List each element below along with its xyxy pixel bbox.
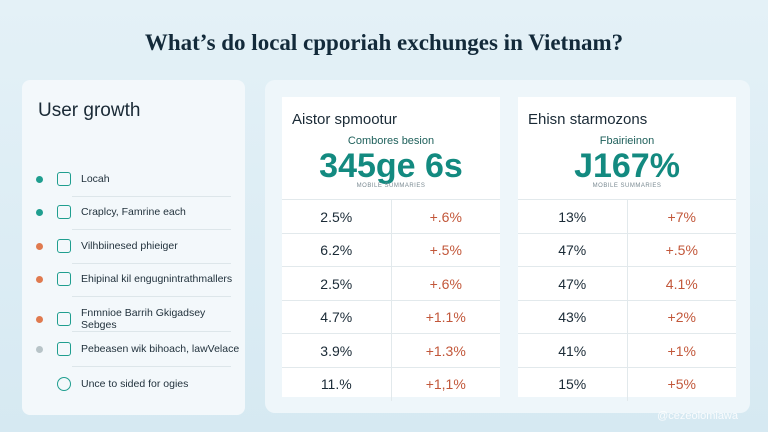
- status-dot: [36, 175, 43, 183]
- table-cell: +2%: [667, 309, 696, 325]
- table-row: 11.% +1,1%: [282, 366, 500, 401]
- watermark: @cezeolomiawa: [657, 410, 738, 422]
- card-subtitle: Combores besion: [347, 135, 435, 147]
- card-title: Aistor spmootur: [292, 111, 398, 128]
- list-item: Vilhbiinesed phieiger: [36, 239, 241, 253]
- table-cell: 43%: [518, 300, 628, 334]
- main-panel: Aistor spmootur Combores besion 345ge 6s MO…: [265, 80, 750, 413]
- list-item: Ehipinal kil engugnintrathmallers: [36, 272, 241, 286]
- card-figure: J167%: [574, 147, 680, 185]
- item-icon: [57, 377, 71, 391]
- stat-card: Ehisn starmozons Fbairieinon J167% MOBILE S…: [518, 97, 736, 401]
- item-icon: [57, 239, 71, 253]
- table-cell: +.5%: [665, 242, 698, 258]
- table-row: 13% +7%: [518, 199, 736, 233]
- list-item: Locah: [36, 172, 241, 186]
- separator: [72, 366, 231, 367]
- table-cell: +5%: [667, 376, 696, 392]
- table-row: 43% +2%: [518, 299, 736, 334]
- status-dot: [36, 242, 43, 250]
- table-row: 6.2% +.5%: [282, 232, 500, 267]
- sidebar-title: User growth: [38, 100, 141, 121]
- item-icon: [57, 205, 71, 219]
- status-dot: [36, 345, 43, 353]
- table-row: 47% 4.1%: [518, 266, 736, 300]
- table-cell: 41%: [518, 334, 628, 367]
- table-row: 3.9% +1.3%: [282, 333, 500, 367]
- table-row: 15% +5%: [518, 366, 736, 401]
- page-title: What’s do local cpporiah exchunges in Vi…: [144, 30, 624, 55]
- table-cell: 4.7%: [282, 300, 392, 334]
- table-cell: +1.3%: [425, 342, 466, 359]
- card-subtitle: Fbairieinon: [599, 135, 655, 147]
- separator: [72, 229, 231, 230]
- separator: [72, 196, 231, 197]
- table-cell: 4.1%: [665, 275, 698, 292]
- card-figure: 345ge 6s: [319, 147, 463, 185]
- status-dot: [36, 315, 43, 323]
- card-caption: MOBILE SUMMARIES: [356, 183, 426, 189]
- table-cell: 3.9%: [282, 334, 392, 367]
- table-row: 2.5% +.6%: [282, 266, 500, 300]
- item-icon: [57, 272, 71, 286]
- list-item: Pebeasen wik bihoach, lawVelace: [36, 342, 241, 356]
- item-icon: [57, 312, 71, 326]
- item-label: Vilhbiinesed phieiger: [81, 240, 178, 252]
- table-cell: 6.2%: [282, 233, 392, 267]
- table-cell: 2.5%: [282, 267, 392, 300]
- table-row: 41% +1%: [518, 333, 736, 367]
- table-cell: +1.1%: [425, 309, 466, 325]
- item-icon: [57, 342, 71, 356]
- item-label: Pebeasen wik bihoach, lawVelace: [81, 343, 240, 355]
- stat-card: Aistor spmootur Combores besion 345ge 6s MO…: [282, 97, 500, 401]
- table-cell: 13%: [518, 200, 628, 233]
- table-cell: 47%: [518, 233, 628, 267]
- table-row: 47% +.5%: [518, 232, 736, 267]
- table-cell: +1%: [667, 342, 696, 359]
- separator: [72, 331, 231, 332]
- table-row: 2.5% +.6%: [282, 199, 500, 233]
- item-label: Unce to sided for ogies: [81, 378, 189, 390]
- table-cell: 47%: [518, 267, 628, 300]
- item-label: Locah: [81, 173, 110, 185]
- table-cell: +.6%: [429, 275, 462, 292]
- table-cell: 2.5%: [282, 200, 392, 233]
- list-item: Unce to sided for ogies: [36, 377, 241, 391]
- table-cell: +1,1%: [425, 376, 466, 392]
- item-label: Craplcy, Famrine each: [81, 206, 186, 218]
- separator: [72, 263, 231, 264]
- list-item: Fnmnioe Barrih Gkigadsey Sebges: [36, 307, 241, 331]
- table-cell: 15%: [518, 367, 628, 401]
- table-row: 4.7% +1.1%: [282, 299, 500, 334]
- item-icon: [57, 172, 71, 186]
- table-cell: +7%: [667, 208, 696, 225]
- card-title: Ehisn starmozons: [528, 111, 648, 128]
- separator: [72, 296, 231, 297]
- item-label: Ehipinal kil engugnintrathmallers: [81, 273, 233, 285]
- table-cell: +.5%: [429, 242, 462, 258]
- status-dot: [36, 208, 43, 216]
- card-caption: MOBILE SUMMARIES: [592, 183, 662, 189]
- table-cell: 11.%: [282, 367, 392, 401]
- sidebar: User growth Locah Craplcy, Famrine each Vi…: [22, 80, 245, 415]
- status-dot: [36, 275, 43, 283]
- list-item: Craplcy, Famrine each: [36, 205, 241, 219]
- table-cell: +.6%: [429, 208, 462, 225]
- item-label: Fnmnioe Barrih Gkigadsey Sebges: [81, 307, 206, 331]
